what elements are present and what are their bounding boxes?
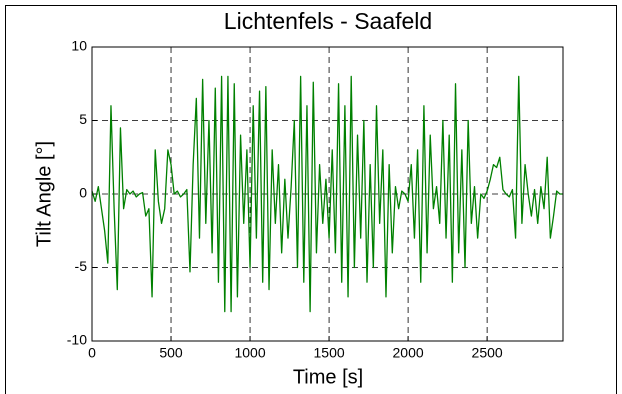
x-tick-label: 0 <box>88 345 96 361</box>
data-line <box>91 75 563 313</box>
y-tick-label: 0 <box>79 185 87 201</box>
x-tick-label: 1500 <box>314 345 345 361</box>
y-tick-label: -10 <box>67 332 87 348</box>
x-axis-label: Time [s] <box>293 366 363 388</box>
axes-box <box>91 46 564 342</box>
frame <box>5 5 617 394</box>
x-tick-label: 500 <box>159 345 183 361</box>
x-tick-label: 2000 <box>393 345 424 361</box>
x-tick-label: 1000 <box>234 345 265 361</box>
y-tick-label: -5 <box>75 258 88 274</box>
y-axis-label: Tilt Angle [°] <box>33 141 55 247</box>
x-tick-label: 2500 <box>472 345 503 361</box>
chart-title: Lichtenfels - Saafeld <box>224 8 432 34</box>
y-tick-label: 10 <box>71 38 87 54</box>
y-tick-label: 5 <box>79 111 87 127</box>
